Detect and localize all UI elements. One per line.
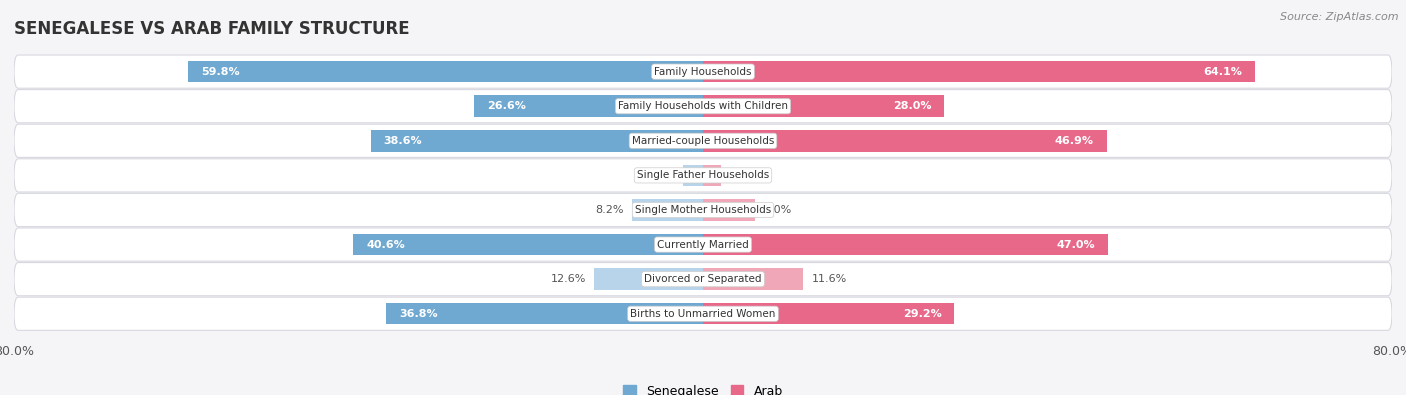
Bar [703,61,1256,82]
Text: 36.8%: 36.8% [399,309,437,319]
Bar [703,130,1107,152]
Text: 8.2%: 8.2% [595,205,624,215]
FancyBboxPatch shape [14,228,1392,261]
Text: 2.3%: 2.3% [647,170,675,181]
Text: 59.8%: 59.8% [201,67,239,77]
Text: 47.0%: 47.0% [1056,240,1095,250]
Bar [683,165,703,186]
Text: Family Households: Family Households [654,67,752,77]
FancyBboxPatch shape [14,159,1392,192]
Text: 6.0%: 6.0% [763,205,792,215]
Text: Family Households with Children: Family Households with Children [619,101,787,111]
Text: 11.6%: 11.6% [811,274,846,284]
Text: SENEGALESE VS ARAB FAMILY STRUCTURE: SENEGALESE VS ARAB FAMILY STRUCTURE [14,19,409,38]
Text: Single Father Households: Single Father Households [637,170,769,181]
FancyBboxPatch shape [14,297,1392,330]
Bar [387,303,703,324]
Bar [703,165,721,186]
Bar [371,130,703,152]
Bar [703,96,945,117]
Text: 12.6%: 12.6% [551,274,586,284]
Bar [703,199,755,221]
Text: Currently Married: Currently Married [657,240,749,250]
Text: 2.1%: 2.1% [730,170,758,181]
Legend: Senegalese, Arab: Senegalese, Arab [623,385,783,395]
Bar [703,303,955,324]
Text: Single Mother Households: Single Mother Households [636,205,770,215]
Text: 29.2%: 29.2% [903,309,942,319]
Text: 46.9%: 46.9% [1054,136,1094,146]
Text: 40.6%: 40.6% [367,240,405,250]
Bar [474,96,703,117]
Bar [703,269,803,290]
Text: 26.6%: 26.6% [486,101,526,111]
Text: Divorced or Separated: Divorced or Separated [644,274,762,284]
FancyBboxPatch shape [14,55,1392,88]
Text: Births to Unmarried Women: Births to Unmarried Women [630,309,776,319]
Text: Married-couple Households: Married-couple Households [631,136,775,146]
FancyBboxPatch shape [14,194,1392,227]
Text: Source: ZipAtlas.com: Source: ZipAtlas.com [1281,12,1399,22]
Bar [703,234,1108,255]
Text: 28.0%: 28.0% [893,101,931,111]
FancyBboxPatch shape [14,263,1392,296]
FancyBboxPatch shape [14,90,1392,123]
Bar [633,199,703,221]
Bar [595,269,703,290]
Bar [353,234,703,255]
Text: 38.6%: 38.6% [384,136,422,146]
Bar [188,61,703,82]
Text: 64.1%: 64.1% [1204,67,1241,77]
FancyBboxPatch shape [14,124,1392,157]
